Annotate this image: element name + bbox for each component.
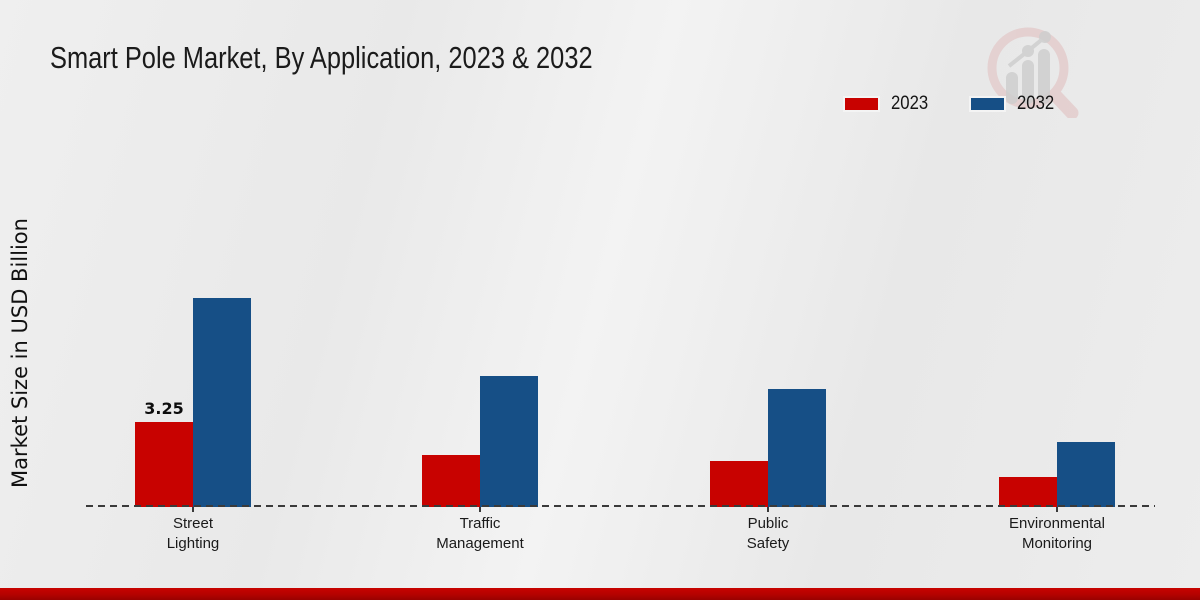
brand-logo <box>987 27 1079 118</box>
x-axis-tick <box>192 507 194 512</box>
x-axis-tick <box>479 507 481 512</box>
legend-swatch-2023 <box>845 98 878 110</box>
y-axis-label: Market Size in USD Billion <box>8 218 32 488</box>
bar-2023-environmental-monitoring <box>999 477 1057 507</box>
legend-item-2023: 2023 <box>845 93 933 115</box>
bar-2023-public-safety <box>710 461 768 507</box>
category-label-street-lighting: Street Lighting <box>166 515 220 552</box>
x-axis-tick <box>1056 507 1058 512</box>
bar-value-label: 3.25 <box>144 399 184 419</box>
category-label-public-safety: Public Safety <box>746 515 790 552</box>
legend-label-2023: 2023 <box>891 93 929 114</box>
x-axis-tick <box>767 507 769 512</box>
bar-2023-traffic-management <box>422 455 480 507</box>
bar-2032-environmental-monitoring <box>1057 442 1115 507</box>
legend-item-2032: 2032 <box>971 93 1059 115</box>
growth-bars-icon <box>1006 31 1051 104</box>
legend: 2023 2032 <box>845 93 1060 115</box>
chart-title: Smart Pole Market, By Application, 2023 … <box>50 40 593 75</box>
x-axis-baseline <box>86 505 1155 507</box>
legend-label-2032: 2032 <box>1017 93 1055 114</box>
bar-2023-street-lighting <box>135 422 193 507</box>
bar-2032-public-safety <box>768 389 826 507</box>
category-label-environmental-monitoring: Environmental Monitoring <box>1009 515 1105 552</box>
bar-2032-street-lighting <box>193 298 251 507</box>
category-label-traffic-management: Traffic Management <box>436 515 524 552</box>
legend-swatch-2032 <box>971 98 1005 110</box>
footer-accent-bar <box>0 588 1200 600</box>
bar-2032-traffic-management <box>480 376 538 507</box>
